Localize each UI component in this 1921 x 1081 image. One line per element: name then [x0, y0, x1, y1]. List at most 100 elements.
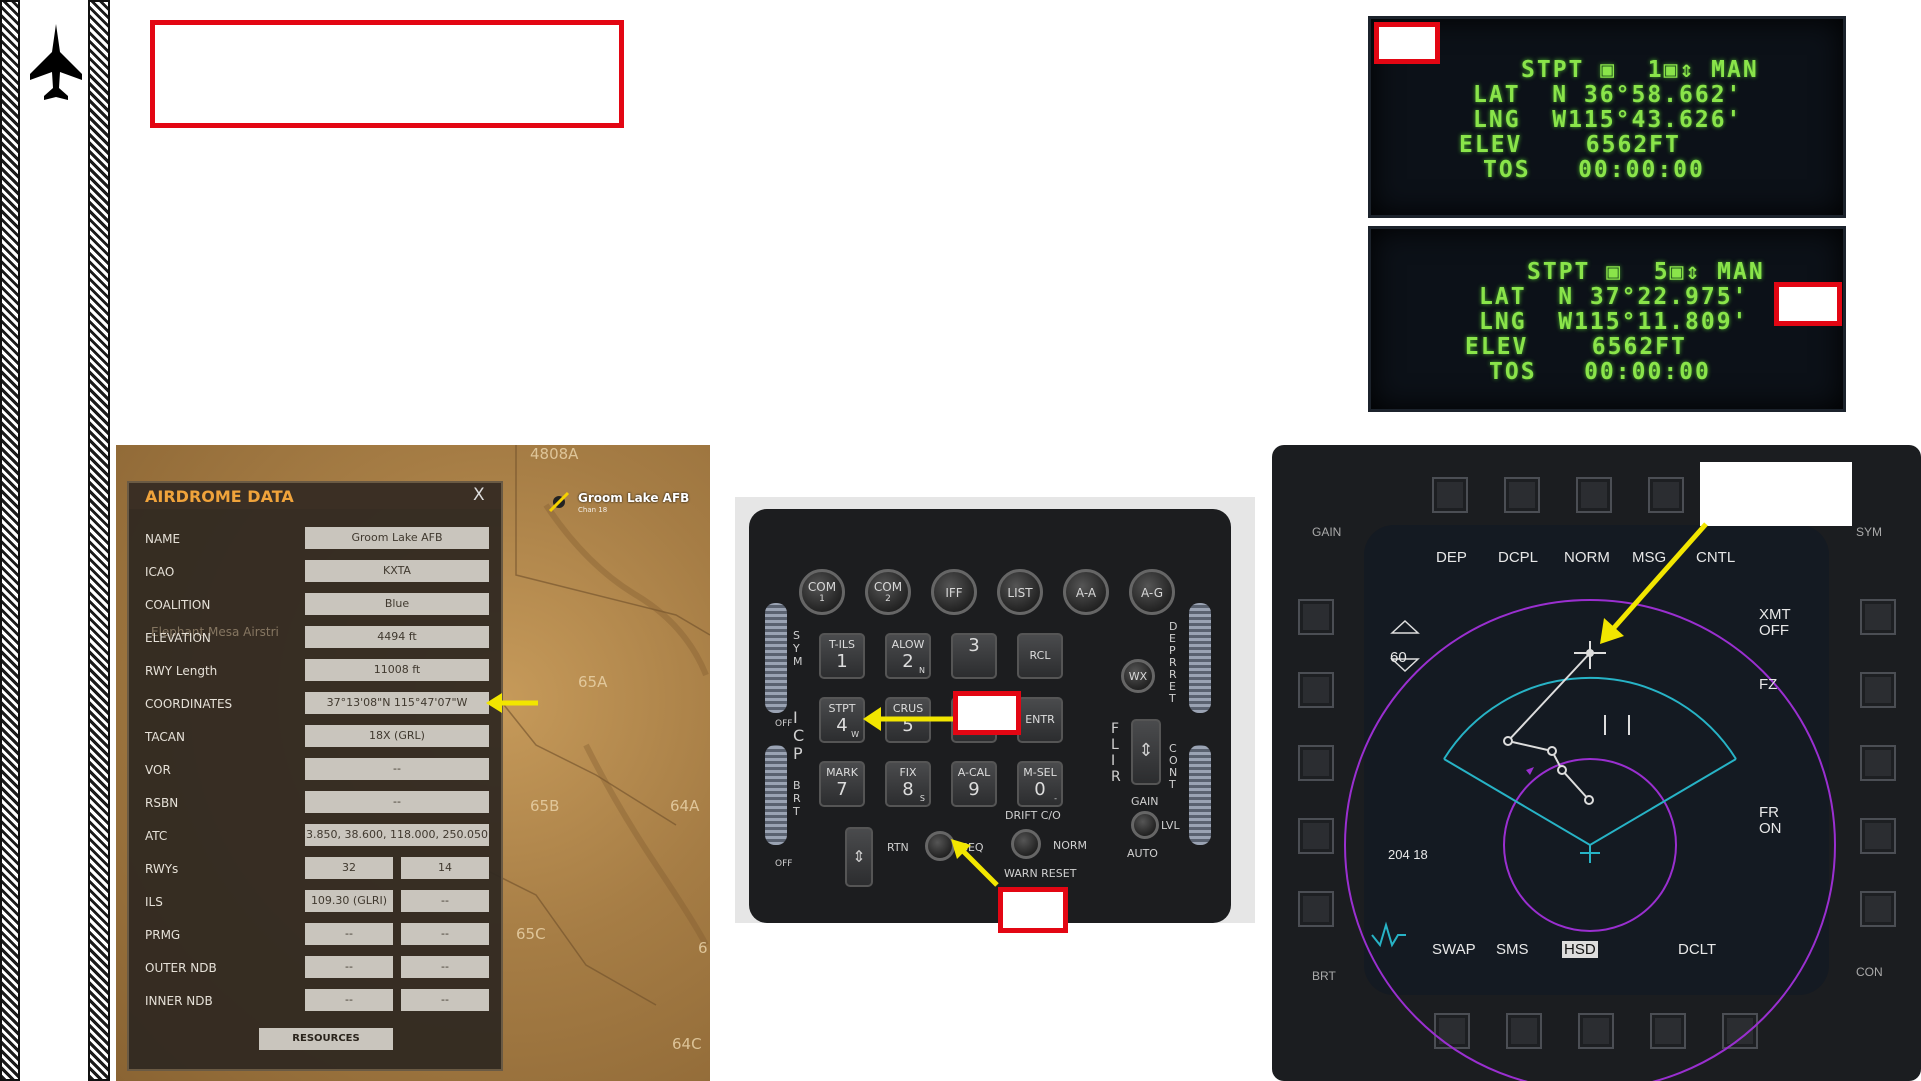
mfd-rocker-con[interactable]: CON [1856, 965, 1883, 979]
ded-bottom-line-3: LNG W115°11.809' [1479, 309, 1749, 335]
mfd-rocker-brt[interactable]: BRT [1312, 969, 1336, 983]
wx-button[interactable]: WX [1121, 659, 1155, 693]
airfield-marker-icon[interactable] [548, 491, 570, 513]
osb-bottom-3[interactable] [1578, 1013, 1614, 1049]
icp-key-m-sel-0[interactable]: M-SEL 0- [1017, 761, 1063, 807]
depr-ret-wheel[interactable] [1189, 603, 1211, 713]
airdrome-label-prmg: PRMG [145, 928, 181, 942]
osb-top-3[interactable] [1576, 477, 1612, 513]
osb-top-2[interactable] [1504, 477, 1540, 513]
airdrome-value-prmg-b: -- [401, 923, 489, 945]
ded-bottom-line-4: ELEV 6562FT [1465, 334, 1687, 360]
icp-key--3[interactable]: 3 [951, 633, 997, 679]
ded-top-line-5: TOS 00:00:00 [1483, 157, 1705, 183]
mfd-rocker-gain[interactable]: GAIN [1312, 525, 1342, 539]
icp-button-a-a[interactable]: A-A [1063, 569, 1109, 615]
icp-key-fix-8[interactable]: FIX 8 S [885, 761, 931, 807]
airdrome-ghost-label: Elephant Mesa Airstri [151, 625, 279, 639]
icp-button-a-g[interactable]: A-G [1129, 569, 1175, 615]
mfd-rocker-sym[interactable]: SYM [1856, 525, 1883, 539]
airdrome-value-elevation: 4494 ft [305, 626, 489, 648]
airdrome-value-coalition: Blue [305, 593, 489, 615]
icp-label-auto: AUTO [1127, 847, 1158, 860]
icp-key-alow-2[interactable]: ALOW 2 N [885, 633, 931, 679]
gain-lvl-switch[interactable] [1131, 811, 1159, 839]
hsd-scale: 60 [1390, 649, 1407, 666]
icp-label-rtn: RTN [887, 841, 909, 854]
osb-right-1[interactable] [1860, 599, 1896, 635]
icp-key-number: 0 [1034, 779, 1046, 800]
osb-left-2[interactable] [1298, 672, 1334, 708]
icp-button-label: LIST [1007, 586, 1033, 600]
hsd-readout: 204 18 [1388, 847, 1428, 862]
osb-right-2[interactable] [1860, 672, 1896, 708]
airdrome-label-name: NAME [145, 532, 181, 546]
map-label-6: 6 [698, 939, 708, 957]
ded-display-top: STPT ▣ 1▣⇕ MAN LAT N 36°58.662' LNG W115… [1368, 16, 1846, 218]
icp-key-stpt-4[interactable]: STPT 4 W [819, 697, 865, 743]
mfd-right-label-xmt-off: XMT OFF [1759, 606, 1791, 639]
resources-button[interactable]: RESOURCES [259, 1028, 393, 1050]
map-terrain-lines [475, 445, 710, 1006]
map-airfield-name: Groom Lake AFB [578, 491, 690, 505]
icp-label-cont: CONT [1169, 742, 1178, 791]
osb-bottom-2[interactable] [1506, 1013, 1542, 1049]
brt-wheel[interactable] [765, 745, 787, 845]
sym-wheel[interactable] [765, 603, 787, 713]
left-rail-stripe-inner [88, 0, 110, 1081]
icp-key-label: CRUS [892, 702, 924, 715]
osb-right-5[interactable] [1860, 891, 1896, 927]
icp-key-label: T-ILS [828, 638, 856, 651]
ded-top-line-1: STPT ▣ 1▣⇕ MAN [1521, 57, 1759, 83]
icp-key-label: ENTR [1025, 713, 1055, 726]
osb-top-4[interactable] [1648, 477, 1684, 513]
mfd-right-label-fr-on: FR ON [1759, 804, 1782, 837]
airdrome-label-rwy-length: RWY Length [145, 664, 218, 678]
icp-key-sublabel: S [919, 794, 925, 803]
osb-top-1[interactable] [1432, 477, 1468, 513]
ded-bottom-line-5: TOS 00:00:00 [1489, 359, 1711, 385]
map-label-65b: 65B [530, 797, 560, 815]
map-background: 4808A 65A 65B 64A 65C 64C 6 Groom Lake A… [116, 445, 710, 1081]
icp-key-number: 4 [836, 715, 848, 736]
icp-button-iff[interactable]: IFF [931, 569, 977, 615]
airdrome-data-panel: AIRDROME DATA X Elephant Mesa Airstri NA… [127, 481, 503, 1071]
icp-key-a-cal-9[interactable]: A-CAL 9 [951, 761, 997, 807]
flir-rocker[interactable]: ⇕ [1131, 719, 1161, 785]
title-callout-box [150, 20, 624, 128]
ded-bottom-callout-box [1774, 282, 1842, 326]
icp-key-t-ils-1[interactable]: T-ILS 1 [819, 633, 865, 679]
osb-bottom-4[interactable] [1650, 1013, 1686, 1049]
airdrome-value-prmg-a: -- [305, 923, 393, 945]
up-down-rocker[interactable]: ⇕ [845, 827, 873, 887]
osb-bottom-5[interactable] [1722, 1013, 1758, 1049]
icp-key-number: 1 [836, 651, 848, 672]
airdrome-value-atc: 3.850, 38.600, 118.000, 250.050 [305, 824, 489, 846]
icp-key-rcl[interactable]: RCL [1017, 633, 1063, 679]
airdrome-value-rsbn: -- [305, 791, 489, 813]
osb-right-4[interactable] [1860, 818, 1896, 854]
icp-label-gain: GAIN [1131, 795, 1159, 808]
osb-left-5[interactable] [1298, 891, 1334, 927]
osb-left-1[interactable] [1298, 599, 1334, 635]
icp-key-mark-7[interactable]: MARK 7 [819, 761, 865, 807]
icp-top-buttons: COM 1 COM 2 IFF LIST A-A A-G [799, 569, 1189, 625]
osb-left-4[interactable] [1298, 818, 1334, 854]
icp-key-sublabel: - [1054, 794, 1057, 803]
icp-button-list[interactable]: LIST [997, 569, 1043, 615]
osb-left-3[interactable] [1298, 745, 1334, 781]
coordinates-arrow [486, 693, 538, 713]
close-icon[interactable]: X [473, 485, 485, 505]
icp-key-number: 5 [902, 715, 914, 736]
osb-right-3[interactable] [1860, 745, 1896, 781]
icp-button-com-1[interactable]: COM 1 [799, 569, 845, 615]
icp-label-icp: ICP [793, 708, 805, 763]
drift-switch[interactable] [1011, 829, 1041, 859]
icp-callout-box-dobber [998, 887, 1068, 933]
cont-wheel[interactable] [1189, 745, 1211, 845]
icp-button-com-2[interactable]: COM 2 [865, 569, 911, 615]
mfd-bottom-label-dclt: DCLT [1678, 941, 1717, 958]
icp-key-number: 9 [968, 779, 980, 800]
aircraft-silhouette-icon [28, 22, 84, 102]
ded-top-callout-box [1374, 22, 1440, 64]
